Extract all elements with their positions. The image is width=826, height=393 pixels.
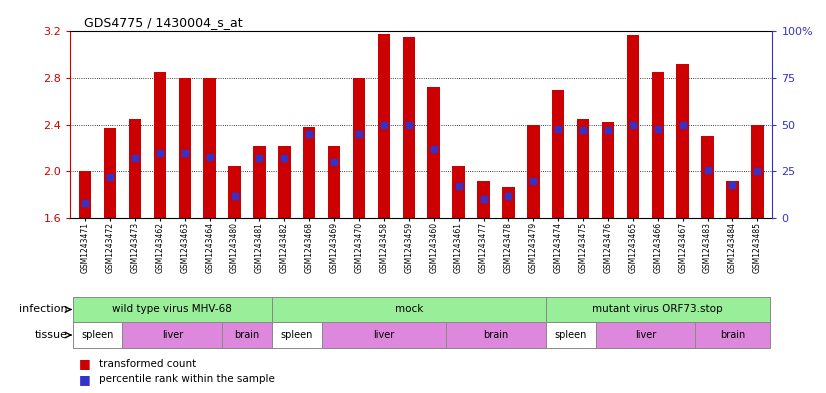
Bar bbox=[222, 322, 272, 348]
Text: brain: brain bbox=[483, 330, 509, 340]
Bar bbox=[402, 37, 415, 218]
Point bbox=[751, 168, 764, 174]
Bar bbox=[477, 181, 490, 218]
Bar bbox=[203, 78, 216, 218]
Text: mock: mock bbox=[395, 305, 423, 314]
Point bbox=[78, 200, 92, 206]
Point bbox=[552, 125, 565, 132]
Bar bbox=[278, 146, 291, 218]
Bar bbox=[328, 146, 340, 218]
Text: brain: brain bbox=[235, 330, 259, 340]
Bar bbox=[502, 187, 515, 218]
Bar bbox=[73, 297, 272, 322]
Point bbox=[427, 146, 440, 152]
Text: wild type virus MHV-68: wild type virus MHV-68 bbox=[112, 305, 232, 314]
Point bbox=[452, 183, 465, 189]
Bar bbox=[676, 64, 689, 218]
Bar bbox=[73, 322, 122, 348]
Point bbox=[203, 153, 216, 160]
Point bbox=[527, 178, 540, 184]
Bar bbox=[129, 119, 141, 218]
Point bbox=[253, 155, 266, 162]
Point bbox=[402, 121, 415, 128]
Point bbox=[477, 196, 490, 202]
Text: mutant virus ORF73.stop: mutant virus ORF73.stop bbox=[592, 305, 723, 314]
Bar bbox=[527, 125, 539, 218]
Bar bbox=[154, 72, 166, 218]
Bar bbox=[546, 297, 770, 322]
Text: ■: ■ bbox=[78, 357, 90, 370]
Text: tissue: tissue bbox=[35, 330, 68, 340]
Bar bbox=[453, 165, 465, 218]
Point bbox=[128, 155, 141, 162]
Bar bbox=[602, 123, 615, 218]
Bar bbox=[577, 119, 589, 218]
Text: infection: infection bbox=[19, 305, 68, 314]
Text: liver: liver bbox=[634, 330, 656, 340]
Bar bbox=[321, 322, 446, 348]
Point bbox=[651, 125, 664, 132]
Point bbox=[154, 150, 167, 156]
Bar bbox=[254, 146, 266, 218]
Bar bbox=[303, 127, 316, 218]
Point bbox=[501, 193, 515, 199]
Bar bbox=[552, 90, 564, 218]
Text: ■: ■ bbox=[78, 373, 90, 386]
Bar bbox=[79, 171, 92, 218]
Point bbox=[726, 181, 739, 187]
Bar bbox=[627, 35, 639, 218]
Point bbox=[178, 150, 192, 156]
Point bbox=[353, 131, 366, 137]
Bar bbox=[104, 128, 116, 218]
Text: spleen: spleen bbox=[281, 330, 313, 340]
Bar bbox=[353, 78, 365, 218]
Bar bbox=[751, 125, 763, 218]
Point bbox=[103, 174, 116, 180]
Bar bbox=[695, 322, 770, 348]
Text: liver: liver bbox=[162, 330, 183, 340]
Bar bbox=[546, 322, 596, 348]
Bar bbox=[377, 34, 390, 218]
Point bbox=[328, 159, 341, 165]
Point bbox=[701, 167, 714, 173]
Point bbox=[577, 127, 590, 134]
Bar bbox=[428, 87, 440, 218]
Text: transformed count: transformed count bbox=[99, 358, 197, 369]
Text: spleen: spleen bbox=[554, 330, 586, 340]
Text: liver: liver bbox=[373, 330, 395, 340]
Bar bbox=[228, 165, 240, 218]
Point bbox=[626, 121, 639, 128]
Text: spleen: spleen bbox=[82, 330, 114, 340]
Point bbox=[302, 131, 316, 137]
Point bbox=[278, 155, 291, 162]
Bar bbox=[652, 72, 664, 218]
Text: GDS4775 / 1430004_s_at: GDS4775 / 1430004_s_at bbox=[84, 16, 243, 29]
Point bbox=[228, 193, 241, 199]
Text: brain: brain bbox=[719, 330, 745, 340]
Bar bbox=[446, 322, 546, 348]
Bar bbox=[272, 322, 321, 348]
Text: percentile rank within the sample: percentile rank within the sample bbox=[99, 374, 275, 384]
Bar bbox=[726, 181, 738, 218]
Point bbox=[601, 127, 615, 134]
Point bbox=[377, 121, 391, 128]
Bar bbox=[122, 322, 222, 348]
Bar bbox=[178, 78, 191, 218]
Point bbox=[676, 121, 689, 128]
Bar bbox=[596, 322, 695, 348]
Bar bbox=[272, 297, 546, 322]
Bar bbox=[701, 136, 714, 218]
